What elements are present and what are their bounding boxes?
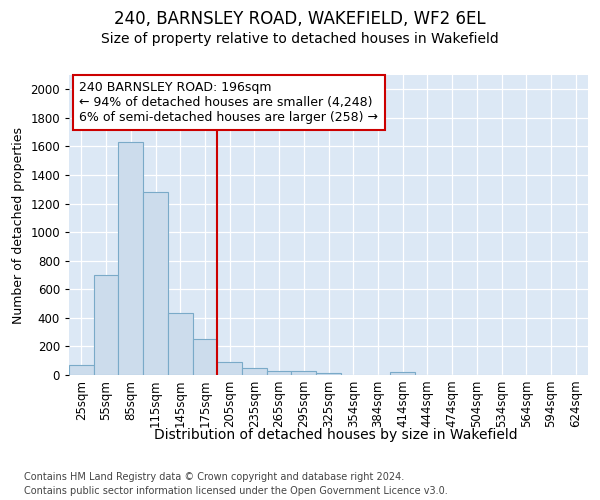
Text: Distribution of detached houses by size in Wakefield: Distribution of detached houses by size … <box>154 428 518 442</box>
Text: Size of property relative to detached houses in Wakefield: Size of property relative to detached ho… <box>101 32 499 46</box>
Y-axis label: Number of detached properties: Number of detached properties <box>11 126 25 324</box>
Bar <box>316 373 341 375</box>
Bar <box>217 362 242 375</box>
Text: Contains HM Land Registry data © Crown copyright and database right 2024.: Contains HM Land Registry data © Crown c… <box>24 472 404 482</box>
Bar <box>193 338 217 375</box>
Bar <box>242 368 267 375</box>
Bar <box>168 313 193 375</box>
Bar <box>292 372 316 375</box>
Text: 240 BARNSLEY ROAD: 196sqm
← 94% of detached houses are smaller (4,248)
6% of sem: 240 BARNSLEY ROAD: 196sqm ← 94% of detac… <box>79 81 379 124</box>
Text: 240, BARNSLEY ROAD, WAKEFIELD, WF2 6EL: 240, BARNSLEY ROAD, WAKEFIELD, WF2 6EL <box>114 10 486 28</box>
Text: Contains public sector information licensed under the Open Government Licence v3: Contains public sector information licen… <box>24 486 448 496</box>
Bar <box>69 366 94 375</box>
Bar <box>267 370 292 375</box>
Bar <box>94 275 118 375</box>
Bar <box>390 372 415 375</box>
Bar <box>118 142 143 375</box>
Bar <box>143 192 168 375</box>
